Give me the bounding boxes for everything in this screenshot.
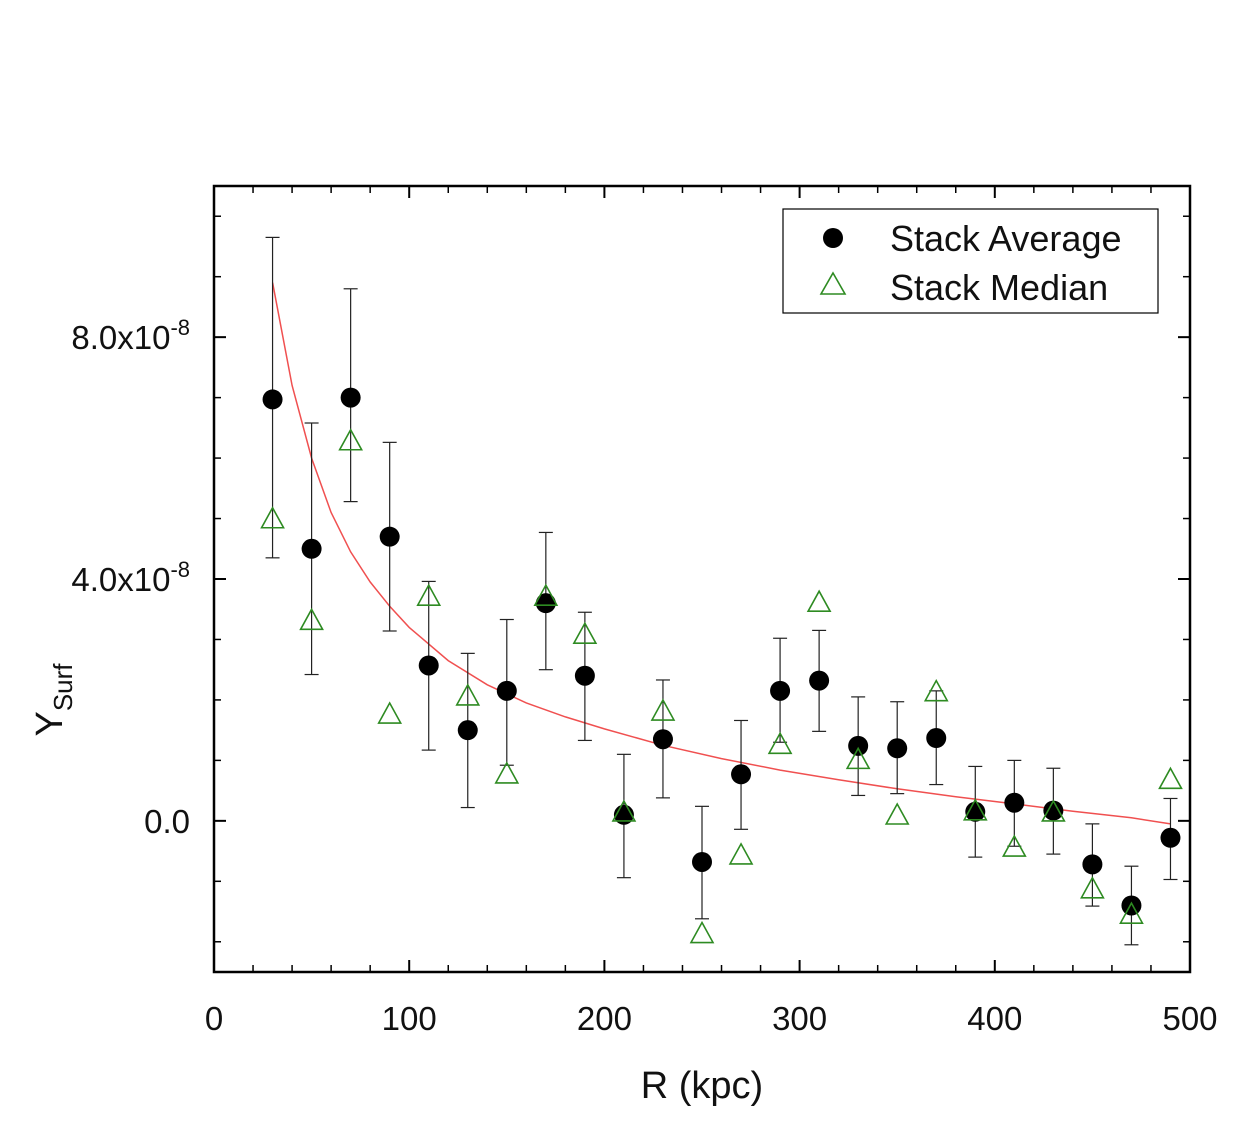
stack-median-point	[1080, 876, 1105, 899]
stack-median-point	[728, 842, 754, 865]
y-axis-label-subscript: Surf	[48, 663, 78, 711]
stack-average-point	[1004, 792, 1025, 813]
stack-average-point	[965, 801, 986, 822]
legend: Stack Average Stack Median	[782, 208, 1159, 314]
stack-median-points	[260, 428, 1183, 944]
stack-average-point	[731, 764, 752, 785]
x-tick-label: 400	[967, 1000, 1022, 1037]
legend-label-stack-median: Stack Median	[890, 267, 1108, 308]
stack-average-point	[1160, 827, 1181, 848]
stack-average-point	[418, 655, 439, 676]
x-tick-label: 100	[382, 1000, 437, 1037]
stack-median-point	[299, 607, 324, 631]
y-tick-label-mantissa: 0.0	[144, 803, 190, 840]
stack-median-point	[1158, 766, 1183, 790]
error-bars-layer	[265, 236, 1178, 946]
stack-median-point	[767, 731, 793, 755]
stack-average-point	[1121, 895, 1142, 916]
fit-curve	[271, 282, 1171, 825]
stack-median-point	[1001, 834, 1027, 857]
y-axis-label-main: Y	[29, 711, 71, 736]
stack-average-point	[848, 735, 869, 756]
stack-average-point	[535, 593, 556, 614]
legend-box	[782, 208, 1159, 314]
legend-marker-stack-average	[823, 228, 843, 248]
y-axis-label: YSurf	[29, 663, 78, 737]
legend-label-stack-average: Stack Average	[890, 218, 1122, 259]
stack-median-point	[845, 746, 871, 770]
stack-median-point	[1041, 799, 1066, 822]
stack-median-point	[416, 583, 442, 606]
y-tick-label: 0.0	[144, 803, 190, 840]
stack-average-point	[1082, 854, 1103, 875]
stack-median-point	[962, 798, 988, 821]
stack-average-point	[926, 728, 947, 749]
y-tick-label: 4.0x10-8	[71, 557, 190, 598]
stack-median-point	[689, 920, 715, 944]
stack-average-point	[652, 729, 673, 750]
stack-average-point	[574, 665, 595, 686]
x-tick-label: 200	[577, 1000, 632, 1037]
stack-median-point	[1119, 901, 1144, 924]
fit-curve-layer	[271, 282, 1171, 825]
x-tick-label: 500	[1162, 1000, 1217, 1037]
stack-median-point	[338, 428, 363, 451]
stack-average-point	[887, 738, 908, 759]
stack-median-point	[377, 701, 403, 724]
stack-median-point	[260, 506, 285, 529]
stack-median-point	[650, 698, 676, 721]
legend-marker-stack-median	[819, 271, 847, 295]
stack-average-point	[379, 526, 400, 547]
stack-average-point	[770, 680, 791, 701]
stack-median-point	[806, 589, 832, 612]
stack-average-point	[262, 389, 283, 410]
x-tick-label: 300	[772, 1000, 827, 1037]
stack-average-point	[457, 720, 478, 741]
stack-average-point	[301, 538, 322, 559]
y-tick-label-mantissa: 4.0x10	[71, 561, 170, 598]
x-tick-label: 0	[205, 1000, 223, 1037]
y-tick-label-exponent: -8	[170, 557, 190, 582]
stack-median-point	[494, 761, 520, 784]
stack-average-point	[496, 680, 517, 701]
y-tick-label: 8.0x10-8	[71, 315, 190, 356]
x-axis-label: R (kpc)	[641, 1065, 763, 1107]
stack-median-point	[923, 679, 949, 702]
stack-median-point	[884, 802, 910, 825]
y-tick-label-exponent: -8	[170, 315, 190, 340]
stack-median-point	[533, 583, 559, 606]
stack-average-point	[1043, 800, 1064, 821]
stack-median-point	[611, 799, 637, 822]
stack-average-points	[262, 387, 1181, 916]
stack-median-point	[572, 621, 598, 645]
stack-average-point	[809, 670, 830, 691]
y-tick-label-mantissa: 8.0x10	[71, 319, 170, 356]
stack-average-point	[340, 387, 361, 408]
stack-median-point	[455, 683, 481, 706]
stack-average-point	[692, 851, 712, 872]
